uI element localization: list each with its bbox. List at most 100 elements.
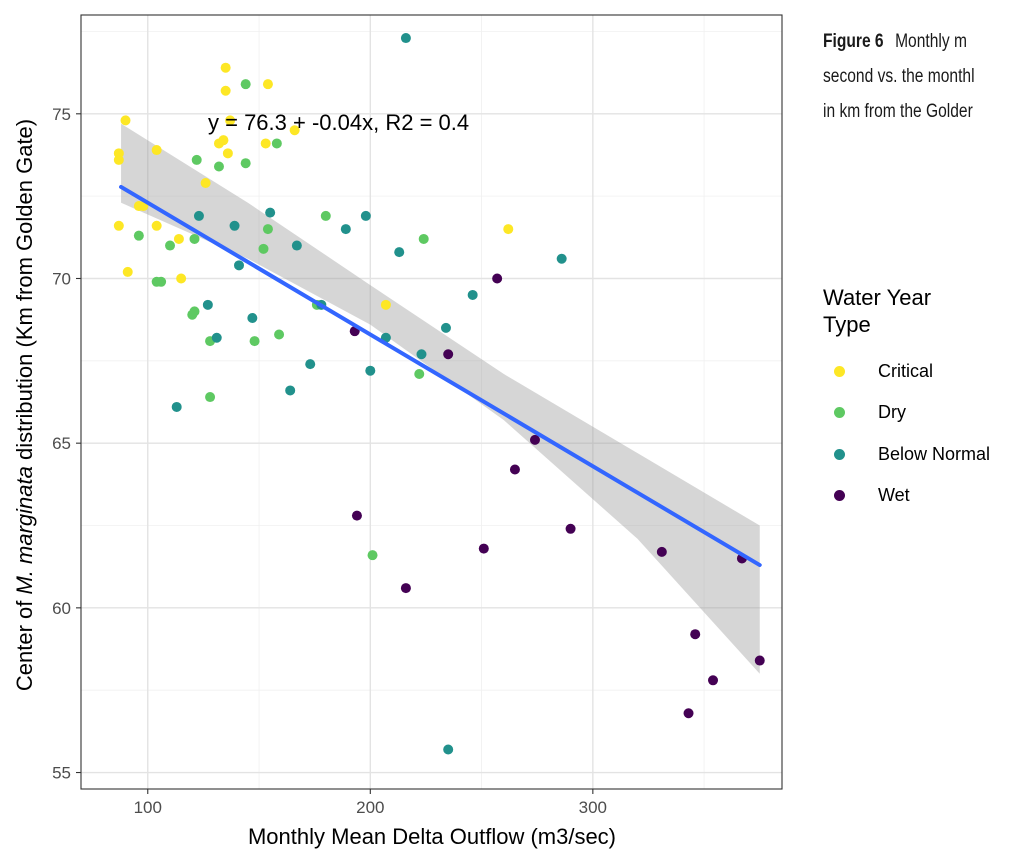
- data-point-dry: [165, 240, 176, 251]
- legend-item-wet: Wet: [834, 485, 910, 505]
- data-point-critical: [220, 85, 231, 96]
- data-point-wet: [400, 583, 411, 594]
- data-point-below-normal: [229, 220, 240, 231]
- y-tick-label: 75: [52, 105, 71, 124]
- data-point-wet: [565, 523, 576, 534]
- legend-item-critical: Critical: [834, 361, 933, 381]
- x-tick-label: 200: [356, 798, 384, 817]
- regression-line-layer: [119, 184, 762, 568]
- data-point-below-normal: [556, 253, 567, 264]
- x-tick-label: 300: [579, 798, 607, 817]
- data-point-below-normal: [202, 299, 213, 310]
- data-point-critical: [151, 220, 162, 231]
- data-points-layer: [113, 33, 765, 755]
- data-point-critical: [289, 125, 300, 136]
- confidence-band: [121, 123, 760, 674]
- data-point-critical: [222, 148, 233, 159]
- data-point-below-normal: [193, 210, 204, 221]
- data-point-critical: [173, 233, 184, 244]
- y-axis-label-species: M. marginata: [12, 466, 37, 594]
- data-point-below-normal: [467, 289, 478, 300]
- data-point-dry: [240, 79, 251, 90]
- data-point-below-normal: [416, 349, 427, 360]
- data-point-dry: [249, 336, 260, 347]
- y-tick-label: 55: [52, 764, 71, 783]
- data-point-below-normal: [443, 744, 454, 755]
- data-point-below-normal: [291, 240, 302, 251]
- data-point-below-normal: [400, 33, 411, 44]
- data-point-critical: [218, 135, 229, 146]
- data-point-wet: [529, 434, 540, 445]
- confidence-band-layer: [121, 123, 760, 674]
- data-point-wet: [478, 543, 489, 554]
- x-axis-label: Monthly Mean Delta Outflow (m3/sec): [248, 824, 616, 849]
- data-point-critical: [122, 266, 133, 277]
- data-point-below-normal: [365, 365, 376, 376]
- data-point-dry: [414, 369, 425, 380]
- data-point-below-normal: [340, 224, 351, 235]
- legend-item-label: Wet: [878, 484, 910, 505]
- data-point-wet: [509, 464, 520, 475]
- data-point-below-normal: [305, 359, 316, 370]
- legend-title-text: Water Year Type: [823, 285, 932, 337]
- data-point-dry: [262, 224, 273, 235]
- data-point-dry: [258, 243, 269, 254]
- y-tick-label: 60: [52, 599, 71, 618]
- figure-number: Figure 6: [823, 31, 884, 52]
- legend-critical-dot-icon: [834, 365, 845, 377]
- data-point-critical: [380, 299, 391, 310]
- data-point-critical: [120, 115, 131, 126]
- data-point-below-normal: [285, 385, 296, 396]
- legend-dry-dot-icon: [834, 406, 845, 418]
- data-point-below-normal: [234, 260, 245, 271]
- y-axis-label-prefix: Center of: [12, 595, 37, 692]
- data-point-dry: [205, 392, 216, 403]
- data-point-below-normal: [247, 313, 258, 324]
- data-point-wet: [708, 675, 719, 686]
- legend-item-label: Below Normal: [878, 443, 991, 464]
- data-point-dry: [156, 276, 167, 287]
- legend-below-normal-dot-icon: [834, 448, 845, 460]
- data-point-dry: [191, 154, 202, 165]
- data-point-below-normal: [440, 322, 451, 333]
- data-point-critical: [176, 273, 187, 284]
- data-point-critical: [503, 224, 514, 235]
- data-point-wet: [754, 655, 765, 666]
- data-point-critical: [220, 62, 231, 73]
- data-point-dry: [367, 550, 378, 561]
- data-point-critical: [200, 177, 211, 188]
- data-point-wet: [351, 510, 362, 521]
- data-point-critical: [113, 154, 124, 165]
- caption-text-1: Monthly m: [895, 31, 967, 52]
- caption-line-1: Figure 6 Monthly m: [823, 24, 976, 59]
- data-point-critical: [260, 138, 271, 149]
- legend-title: Water Year Type: [823, 284, 963, 338]
- data-point-dry: [240, 158, 251, 169]
- data-point-critical: [151, 145, 162, 156]
- regression-equation-annotation: y = 76.3 + -0.04x, R2 = 0.4: [208, 110, 469, 135]
- data-point-dry: [271, 138, 282, 149]
- data-point-below-normal: [394, 247, 405, 258]
- x-tick-label: 100: [134, 798, 162, 817]
- caption-line-2: second vs. the monthl: [823, 66, 975, 87]
- data-point-critical: [113, 220, 124, 231]
- data-point-wet: [656, 546, 667, 557]
- data-point-critical: [262, 79, 273, 90]
- data-point-dry: [213, 161, 224, 172]
- legend-item-label: Dry: [878, 401, 906, 422]
- plot-panel-border: [80, 14, 783, 790]
- legend-wet-dot-icon: [834, 489, 845, 501]
- data-point-dry: [133, 230, 144, 241]
- legend-item-label: Critical: [878, 360, 934, 381]
- legend-item-dry: Dry: [834, 402, 906, 422]
- data-point-dry: [320, 210, 331, 221]
- y-axis-label: Center of M. marginata distribution (Km …: [12, 119, 37, 691]
- data-point-dry: [189, 233, 200, 244]
- data-point-below-normal: [360, 210, 371, 221]
- data-point-dry: [274, 329, 285, 340]
- axes-layer: 100 200 300 55 60 65 70 75: [52, 105, 607, 817]
- data-point-below-normal: [171, 401, 182, 412]
- y-tick-label: 65: [52, 434, 71, 453]
- figure-caption: Figure 6 Monthly m second vs. the monthl …: [823, 24, 976, 124]
